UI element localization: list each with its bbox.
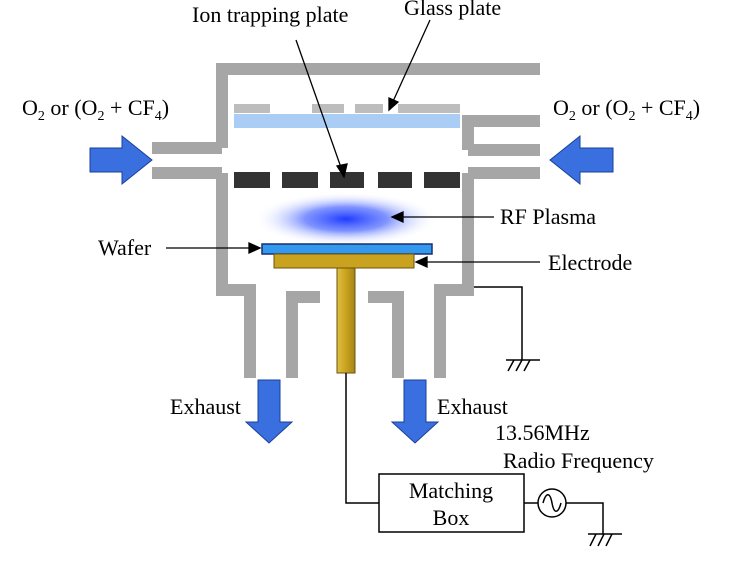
frequency-label: 13.56MHz (495, 420, 590, 445)
gas-inlet-right-arrow (549, 134, 614, 186)
wafer (261, 243, 433, 255)
wafer-label: Wafer (98, 235, 152, 260)
rf-ground-wire (566, 502, 604, 534)
rf-plasma (254, 192, 438, 246)
wafer-leader-arrowhead (248, 241, 262, 255)
glass-plate-label: Glass plate (404, 0, 501, 20)
gas-inlet-left-label: O2 or (O2 + CF4) (22, 95, 169, 124)
radio-frequency-label: Radio Frequency (503, 448, 654, 473)
chamber-ground-wire (474, 286, 540, 372)
electrode (273, 253, 415, 269)
glass-plate (234, 104, 460, 128)
matching-box-label-line2: Box (433, 505, 470, 530)
electrode-leader-arrowhead (414, 255, 428, 269)
plasma-leader-arrowhead (390, 210, 404, 224)
chamber-wall (152, 63, 540, 378)
exhaust-left-label: Exhaust (170, 394, 241, 419)
exhaust-right-label: Exhaust (437, 394, 508, 419)
rf-feed-wire (345, 373, 379, 504)
ion-plate-leader (295, 39, 345, 177)
matching-box (378, 473, 525, 533)
ion-trapping-plate (234, 172, 460, 188)
ion-trapping-plate-label: Ion trapping plate (192, 2, 348, 27)
glass-plate-leader (389, 19, 431, 109)
gas-inlet-left-arrow (89, 134, 153, 186)
sine-wave-icon (542, 494, 562, 512)
matching-box-label-line1: Matching (409, 478, 493, 503)
glass-plate-leader-arrowhead (388, 96, 400, 112)
electrode-shaft (336, 267, 356, 374)
gas-inlet-right-label: O2 or (O2 + CF4) (553, 95, 700, 124)
ion-plate-leader-arrowhead (335, 163, 348, 179)
exhaust-left-arrow (244, 379, 294, 444)
rf-plasma-label: RF Plasma (500, 204, 596, 229)
electrode-label: Electrode (548, 250, 632, 275)
exhaust-right-arrow (390, 379, 440, 444)
